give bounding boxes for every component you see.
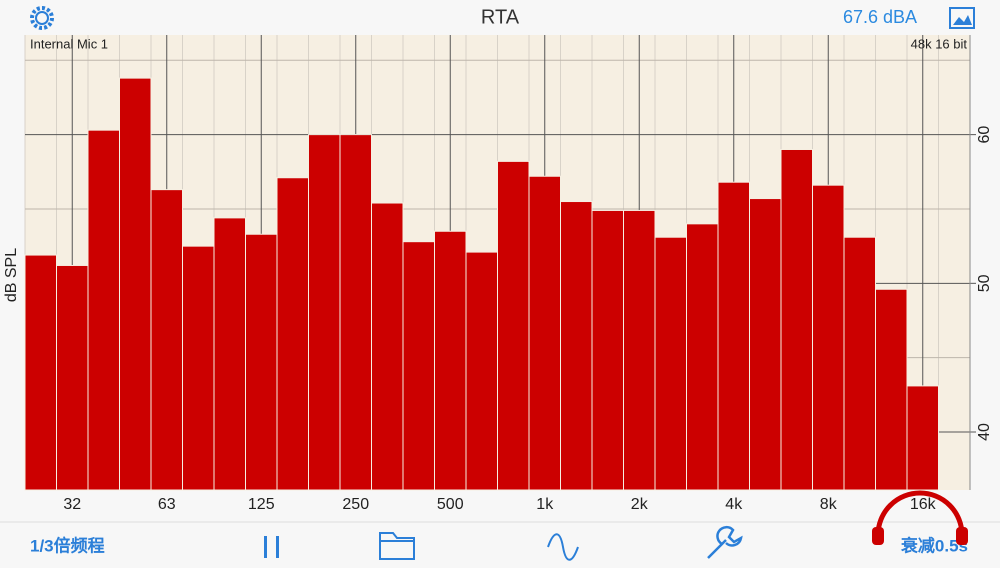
gear-teeth — [30, 6, 54, 30]
bar — [308, 134, 341, 491]
settings-icon[interactable] — [30, 6, 54, 30]
bar — [150, 189, 183, 491]
bar — [119, 77, 152, 491]
bar — [906, 385, 939, 491]
bar — [434, 230, 467, 491]
bar — [371, 202, 404, 491]
bar — [812, 184, 845, 491]
bar — [245, 233, 278, 491]
watermark-cup — [956, 527, 968, 545]
gear-ring — [35, 11, 49, 25]
bar — [465, 251, 498, 491]
x-tick-label: 1k — [536, 496, 554, 513]
watermark — [872, 490, 968, 545]
bar — [182, 245, 215, 491]
pause-bar — [264, 536, 267, 558]
x-tick-label: 125 — [248, 496, 275, 513]
y-tick-label: 40 — [976, 423, 993, 441]
bar — [276, 177, 309, 491]
bar — [875, 288, 908, 491]
image-icon[interactable] — [949, 7, 975, 29]
bar — [780, 148, 813, 491]
bar — [87, 129, 120, 491]
bar — [213, 217, 246, 491]
x-tick-label: 2k — [631, 496, 649, 513]
bar — [623, 209, 656, 491]
level-readout: 67.6 dBA — [843, 7, 917, 27]
x-tick-label: 16k — [910, 496, 937, 513]
x-tick-label: 4k — [725, 496, 743, 513]
bar — [56, 264, 89, 491]
bar — [843, 236, 876, 491]
bar — [497, 160, 530, 491]
icon-frame — [949, 7, 975, 29]
plot: 32 63 125 250 500 1k 2k 4k 8k 16k 40 50 60 — [24, 35, 993, 513]
x-tick-label: 8k — [820, 496, 838, 513]
pause-button[interactable] — [264, 536, 279, 558]
bar — [654, 236, 687, 491]
pause-bar — [276, 536, 279, 558]
bar — [749, 198, 782, 491]
band-button[interactable]: 1/3倍频程 — [30, 535, 105, 555]
bar — [24, 254, 57, 491]
wave-button[interactable] — [547, 533, 579, 561]
bar — [591, 209, 624, 491]
bar — [339, 134, 372, 491]
watermark-cup — [872, 527, 884, 545]
y-axis-label: dB SPL — [3, 248, 20, 302]
y-tick-label: 60 — [976, 126, 993, 144]
folder-button[interactable] — [379, 532, 415, 560]
x-tick-label: 32 — [63, 496, 81, 513]
bar — [686, 223, 719, 491]
x-tick-label: 250 — [342, 496, 369, 513]
icon-mountain — [953, 15, 972, 25]
x-tick-label: 63 — [158, 496, 176, 513]
bar — [560, 201, 593, 491]
x-tick-label: 500 — [437, 496, 464, 513]
app-title: RTA — [481, 6, 520, 28]
bar — [402, 241, 435, 491]
bar — [717, 181, 750, 491]
input-label: Internal Mic 1 — [30, 36, 108, 51]
watermark-arc — [875, 490, 965, 536]
y-tick-label: 50 — [976, 274, 993, 292]
bar — [528, 175, 561, 491]
decay-button[interactable]: 衰减0.5s — [900, 535, 968, 555]
settings-wrench[interactable] — [707, 525, 743, 559]
format-label: 48k 16 bit — [911, 36, 968, 51]
